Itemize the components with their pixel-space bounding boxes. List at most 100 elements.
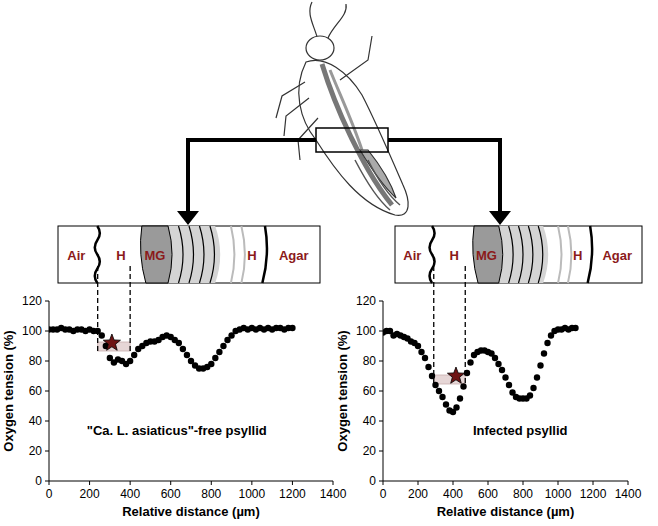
- data-point: [176, 340, 182, 346]
- x-axis-label: Relative distance (µm): [437, 504, 575, 519]
- data-point: [453, 404, 459, 410]
- midgut: [141, 226, 173, 283]
- x-tick-label: 600: [161, 487, 181, 501]
- x-tick-label: 800: [513, 487, 533, 501]
- y-tick: [379, 481, 383, 482]
- y-axis-label: Oxygen tension (%): [1, 330, 16, 451]
- tissue-layer: [538, 226, 543, 283]
- data-point: [530, 385, 536, 391]
- data-point: [415, 343, 421, 349]
- data-point: [457, 395, 463, 401]
- x-axis-label: Relative distance (µm): [122, 504, 260, 519]
- plot-area: [49, 325, 296, 372]
- body: [299, 60, 408, 215]
- y-tick: [379, 391, 383, 392]
- cuticle: [588, 226, 592, 283]
- chart: 0200400600800100012001400020406080100120…: [1, 266, 347, 519]
- data-point: [572, 325, 578, 331]
- y-tick-label: 100: [356, 324, 376, 338]
- leg: [284, 98, 309, 136]
- data-point: [220, 343, 226, 349]
- data-point: [184, 352, 190, 358]
- organ: [360, 150, 396, 198]
- y-tick-label: 120: [22, 294, 42, 308]
- data-point: [422, 355, 428, 361]
- data-point: [208, 361, 214, 367]
- schematic-frame: [395, 226, 642, 283]
- guide-line: [465, 266, 466, 384]
- chart: 0200400600800100012001400020406080100120…: [335, 266, 642, 519]
- x-tick-label: 1400: [320, 487, 347, 501]
- guide-line: [129, 266, 130, 351]
- data-point: [439, 394, 445, 400]
- tissue-layer: [558, 226, 562, 283]
- organ: [355, 160, 390, 210]
- data-point: [131, 352, 137, 358]
- x-tick: [383, 481, 384, 485]
- y-tick-label: 0: [35, 474, 42, 488]
- x-tick: [488, 481, 489, 485]
- data-point: [495, 361, 501, 367]
- antenna: [310, 2, 318, 40]
- y-tick: [379, 451, 383, 452]
- x-axis: [49, 481, 333, 482]
- data-point: [527, 392, 533, 398]
- x-tick: [333, 481, 334, 485]
- y-tick-label: 0: [369, 474, 376, 488]
- star-marker: [447, 367, 464, 383]
- y-tick: [45, 391, 49, 392]
- tissue-layer: [179, 226, 184, 283]
- data-point: [436, 388, 442, 394]
- cuticle: [262, 226, 267, 283]
- data-point: [467, 359, 473, 365]
- x-tick: [453, 481, 454, 485]
- y-tick-label: 20: [29, 444, 43, 458]
- x-tick-label: 1200: [580, 487, 607, 501]
- data-point: [425, 364, 431, 370]
- data-point: [492, 355, 498, 361]
- x-tick: [49, 481, 50, 485]
- tissue-layer: [528, 226, 533, 283]
- data-point: [216, 349, 222, 355]
- y-tick: [379, 421, 383, 422]
- midgut: [473, 226, 503, 283]
- tissue: [499, 226, 548, 283]
- data-point: [289, 325, 295, 331]
- schematic-label: H: [573, 248, 582, 263]
- schematic-label: Agar: [602, 248, 632, 263]
- schematic-label: H: [247, 248, 256, 263]
- y-tick-label: 60: [363, 384, 377, 398]
- x-tick: [418, 481, 419, 485]
- x-tick-label: 400: [443, 487, 463, 501]
- y-tick-label: 120: [356, 294, 376, 308]
- y-tick-label: 40: [363, 414, 377, 428]
- data-point: [460, 383, 466, 389]
- focus-box: [316, 128, 388, 152]
- y-tick-label: 100: [22, 324, 42, 338]
- y-tick-label: 40: [29, 414, 43, 428]
- organ: [368, 160, 400, 205]
- x-axis: [383, 481, 628, 482]
- data-point: [443, 401, 449, 407]
- y-tick-label: 80: [363, 354, 377, 368]
- data-point: [506, 382, 512, 388]
- gut: [330, 70, 362, 150]
- x-tick-label: 200: [80, 487, 100, 501]
- x-tick-label: 0: [380, 487, 387, 501]
- data-point: [534, 374, 540, 380]
- x-tick: [130, 481, 131, 485]
- tissue-layer: [199, 226, 204, 283]
- schematic-label: MG: [144, 248, 165, 263]
- x-tick: [593, 481, 594, 485]
- y-tick: [45, 301, 49, 302]
- data-point: [502, 374, 508, 380]
- x-tick-label: 1000: [239, 487, 266, 501]
- data-point: [537, 362, 543, 368]
- schematic: AirHMGHAgar: [395, 226, 642, 283]
- y-tick: [379, 331, 383, 332]
- schematic-label: Air: [403, 248, 421, 263]
- data-point: [544, 340, 550, 346]
- guide-line: [433, 266, 434, 384]
- panel-annotation: "Ca. L. asiaticus"-free psyllid: [87, 423, 267, 438]
- schematic-label: H: [450, 248, 459, 263]
